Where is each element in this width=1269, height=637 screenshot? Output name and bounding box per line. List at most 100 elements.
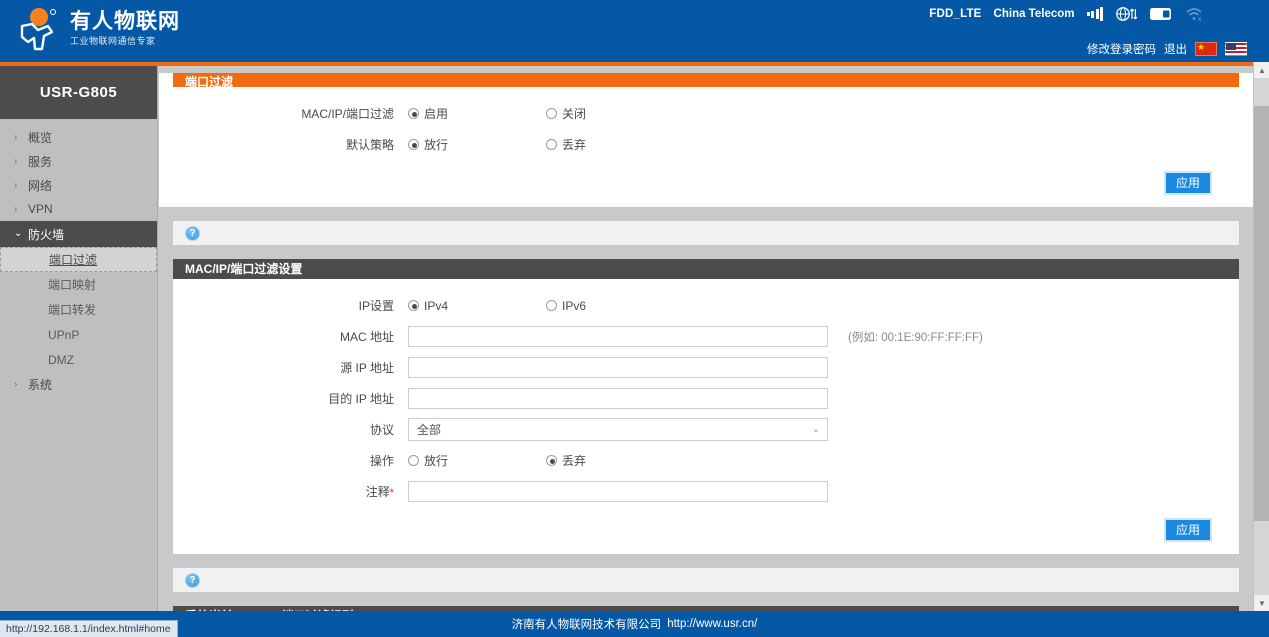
sidebar-item-label: 网络: [28, 178, 53, 193]
scroll-down-button[interactable]: ▼: [1254, 595, 1269, 611]
sidebar-item-services[interactable]: › 服务: [0, 149, 157, 173]
radio-dot-icon: [408, 300, 419, 311]
comment-row: 注释*: [173, 479, 1239, 504]
sidebar-subitem-label: 端口过滤: [49, 253, 98, 267]
source-ip-label: 源 IP 地址: [340, 361, 394, 375]
action-row: 操作 放行 丢弃: [173, 448, 1239, 473]
footer-company: 济南有人物联网技术有限公司: [511, 619, 662, 631]
destination-ip-input[interactable]: [408, 388, 828, 409]
sidebar-item-overview[interactable]: › 概览: [0, 125, 157, 149]
sidebar-subitem-label: 端口映射: [48, 278, 97, 292]
help-bar-1: ?: [173, 221, 1239, 245]
action-drop-radio[interactable]: 丢弃: [546, 452, 586, 469]
chevron-right-icon: ›: [14, 155, 18, 167]
chevron-right-icon: ›: [14, 131, 18, 143]
action-accept-label: 放行: [424, 454, 449, 468]
protocol-selected-value: 全部: [417, 423, 442, 437]
scroll-up-button[interactable]: ▲: [1254, 62, 1269, 78]
policy-accept-label: 放行: [424, 138, 449, 152]
carrier-label: China Telecom: [993, 8, 1075, 20]
usr-person-logo-icon: [8, 4, 66, 54]
mac-ip-port-filter-row: MAC/IP/端口过滤 启用 关闭: [173, 101, 1239, 126]
signal-bars-icon: [1086, 7, 1103, 21]
filter-enable-label: 启用: [424, 107, 449, 121]
ipv4-radio[interactable]: IPv4: [408, 299, 448, 313]
radio-dot-icon: [546, 108, 558, 119]
filter-settings-panel-title: MAC/IP/端口过滤设置: [173, 259, 1239, 279]
sidebar-item-firewall[interactable]: ⌄ 防火墙: [0, 221, 157, 247]
chevron-down-icon: ⌄: [14, 227, 23, 239]
flag-china-icon[interactable]: [1195, 40, 1217, 56]
sidebar-item-upnp[interactable]: UPnP: [0, 322, 157, 347]
port-filter-panel-title: 端口过滤: [173, 73, 1239, 87]
chevron-right-icon: ›: [14, 378, 18, 390]
comment-label: 注释*: [173, 483, 408, 500]
sim-card-icon: [1149, 6, 1173, 22]
apply-button-rule[interactable]: 应用: [1163, 518, 1212, 542]
filter-disable-radio[interactable]: 关闭: [546, 105, 586, 122]
sidebar-item-network[interactable]: › 网络: [0, 173, 157, 197]
sidebar-item-port-mapping[interactable]: 端口映射: [0, 272, 157, 297]
filter-enable-radio[interactable]: 启用: [408, 105, 448, 122]
device-model-title: USR-G805: [0, 66, 157, 119]
sidebar-item-port-forward[interactable]: 端口转发: [0, 297, 157, 322]
default-policy-label: 默认策略: [345, 138, 394, 152]
flag-usa-icon[interactable]: [1225, 42, 1247, 56]
apply-button-filter[interactable]: 应用: [1163, 171, 1212, 195]
sidebar-item-vpn[interactable]: › VPN: [0, 197, 157, 221]
radio-dot-icon: [546, 455, 558, 466]
protocol-label: 协议: [369, 423, 394, 437]
comment-input[interactable]: [408, 481, 828, 502]
chevron-right-icon: ›: [14, 203, 18, 215]
brand-subtitle: 工业物联网通信专家: [70, 36, 156, 46]
svg-text:x: x: [1198, 17, 1202, 22]
mac-address-hint: (例如: 00:1E:90:FF:FF:FF): [848, 331, 983, 344]
destination-ip-label: 目的 IP 地址: [328, 392, 394, 406]
help-bar-2: ?: [173, 568, 1239, 592]
mac-address-row: MAC 地址 (例如: 00:1E:90:FF:FF:FF): [173, 324, 1239, 349]
sidebar-item-label: VPN: [28, 202, 53, 216]
footer-url-link[interactable]: http://www.usr.cn/: [667, 618, 758, 630]
protocol-select[interactable]: 全部: [408, 418, 828, 441]
top-header-bar: 有人物联网 工业物联网通信专家 FDD_LTE China Telecom: [0, 0, 1269, 62]
radio-dot-icon: [408, 139, 419, 150]
radio-dot-icon: [408, 108, 419, 119]
sidebar-menu: › 概览 › 服务 › 网络 › VPN ⌄ 防火墙 端口过滤: [0, 119, 157, 396]
protocol-row: 协议 全部 ⌄: [173, 417, 1239, 442]
source-ip-input[interactable]: [408, 357, 828, 378]
chevron-down-icon: ⌄: [811, 424, 820, 435]
mac-address-label: MAC 地址: [339, 330, 394, 344]
ipv4-label: IPv4: [424, 298, 449, 313]
mac-address-input[interactable]: [408, 326, 828, 347]
account-links-row: 修改登录密码 退出: [1087, 40, 1247, 57]
default-policy-row: 默认策略 放行 丢弃: [173, 132, 1239, 157]
sidebar-item-label: 防火墙: [28, 227, 65, 242]
filter-disable-label: 关闭: [562, 107, 587, 121]
ipv6-radio[interactable]: IPv6: [546, 299, 586, 313]
radio-dot-icon: [546, 300, 558, 311]
change-password-link[interactable]: 修改登录密码: [1087, 44, 1156, 56]
sidebar-item-dmz[interactable]: DMZ: [0, 347, 157, 372]
globe-transfer-icon: [1115, 6, 1137, 22]
ip-setting-label: IP设置: [358, 299, 394, 313]
connection-status-row: FDD_LTE China Telecom: [929, 6, 1205, 22]
help-question-icon[interactable]: ?: [185, 225, 200, 241]
logout-link[interactable]: 退出: [1164, 44, 1187, 56]
vertical-scrollbar[interactable]: ▲ ▼: [1253, 62, 1269, 611]
action-label: 操作: [369, 454, 394, 468]
scrollbar-thumb[interactable]: [1254, 106, 1269, 521]
sidebar-item-port-filter[interactable]: 端口过滤: [0, 247, 157, 272]
sidebar-nav: USR-G805 › 概览 › 服务 › 网络 › VPN ⌄ 防火墙: [0, 66, 158, 611]
help-question-icon[interactable]: ?: [185, 572, 200, 588]
action-accept-radio[interactable]: 放行: [408, 452, 448, 469]
sidebar-item-system[interactable]: › 系统: [0, 372, 157, 396]
radio-dot-icon: [546, 139, 558, 150]
brand-logo-area: 有人物联网 工业物联网通信专家: [8, 4, 180, 54]
sidebar-subitem-label: 端口转发: [48, 303, 97, 317]
policy-accept-radio[interactable]: 放行: [408, 136, 448, 153]
current-rules-panel-title: 系统当前 MAC/IP/端口过滤规则: [173, 606, 1239, 611]
policy-drop-radio[interactable]: 丢弃: [546, 136, 586, 153]
page-footer: 济南有人物联网技术有限公司 http://www.usr.cn/: [0, 611, 1269, 637]
policy-drop-label: 丢弃: [562, 138, 587, 152]
